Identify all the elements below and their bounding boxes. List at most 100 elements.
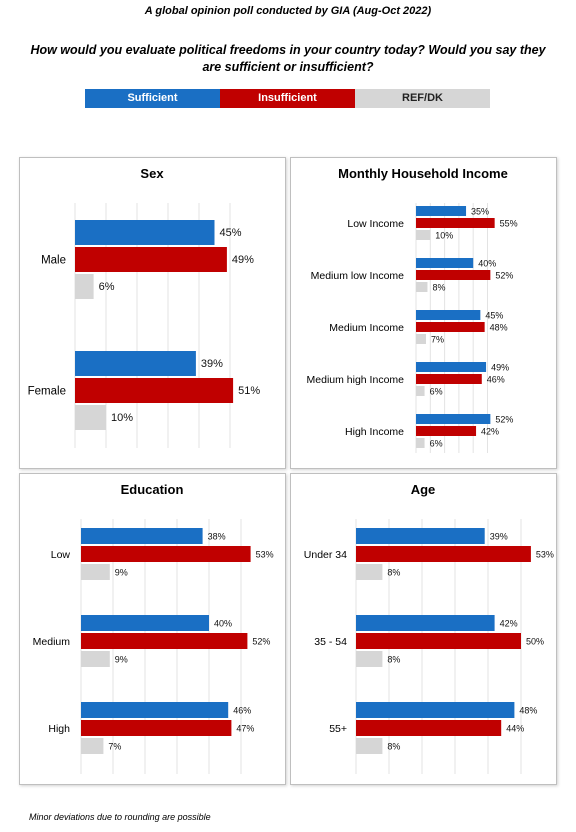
bar-ref-dk-medium bbox=[81, 651, 110, 667]
category-label-female: Female bbox=[28, 386, 66, 398]
bar-ref-dk-35-54 bbox=[356, 651, 383, 667]
chart-panel-education: Education Low 38% 53% 9% Medium 40% 52% 9% High 46… bbox=[19, 473, 286, 785]
bar-sufficient-low bbox=[81, 528, 203, 544]
chart-svg: Education Low 38% 53% 9% Medium 40% 52% 9% High 46… bbox=[33, 482, 274, 774]
bar-ref-dk-low-income bbox=[416, 230, 431, 240]
bar-insufficient-high bbox=[81, 720, 232, 736]
value-label-sufficient-high: 46% bbox=[233, 706, 251, 716]
value-label-sufficient-female: 39% bbox=[201, 358, 223, 370]
bar-sufficient-medium-income bbox=[416, 310, 481, 320]
category-label-medium-low-income: Medium low Income bbox=[311, 270, 405, 282]
chart-panel-household-income: Monthly Household Income Low Income 35% 55%… bbox=[290, 157, 557, 469]
bar-sufficient-under-34 bbox=[356, 528, 485, 544]
value-label-sufficient-55: 48% bbox=[519, 706, 537, 716]
value-label-insufficient-medium: 52% bbox=[252, 637, 270, 647]
bar-ref-dk-under-34 bbox=[356, 564, 383, 580]
value-label-ref-dk-high: 7% bbox=[108, 742, 121, 752]
bar-ref-dk-low bbox=[81, 564, 110, 580]
value-label-insufficient-55: 44% bbox=[506, 724, 524, 734]
chart-title: Age bbox=[411, 482, 436, 497]
chart-title: Sex bbox=[140, 166, 164, 181]
value-label-ref-dk-35-54: 8% bbox=[387, 655, 400, 665]
bar-sufficient-medium bbox=[81, 615, 209, 631]
bar-ref-dk-female bbox=[75, 405, 106, 430]
bar-insufficient-medium-high-income bbox=[416, 374, 482, 384]
bar-ref-dk-medium-income bbox=[416, 334, 427, 344]
bar-sufficient-medium-low-income bbox=[416, 258, 474, 268]
poll-supertitle: A global opinion poll conducted by GIA (… bbox=[144, 5, 432, 17]
bar-sufficient-high-income bbox=[416, 414, 491, 424]
value-label-ref-dk-medium-high-income: 6% bbox=[430, 387, 443, 397]
value-label-sufficient-low: 38% bbox=[208, 532, 226, 542]
bar-sufficient-medium-high-income bbox=[416, 362, 487, 372]
bar-ref-dk-high bbox=[81, 738, 104, 754]
chart-title: Education bbox=[121, 482, 184, 497]
bar-insufficient-under-34 bbox=[356, 546, 531, 562]
value-label-sufficient-medium-high-income: 49% bbox=[491, 363, 509, 373]
value-label-insufficient-under-34: 53% bbox=[536, 550, 554, 560]
category-label-low-income: Low Income bbox=[347, 218, 404, 230]
chart-panel-sex: Sex Male 45% 49% 6% Female 39% 51% 10% bbox=[19, 157, 286, 469]
bar-sufficient-low-income bbox=[416, 206, 467, 216]
value-label-sufficient-medium-income: 45% bbox=[485, 311, 503, 321]
bar-insufficient-high-income bbox=[416, 426, 477, 436]
bar-insufficient-medium-income bbox=[416, 322, 485, 332]
category-label-under-34: Under 34 bbox=[304, 549, 347, 561]
footnote: Minor deviations due to rounding are pos… bbox=[29, 812, 211, 822]
category-label-male: Male bbox=[41, 255, 66, 267]
bar-sufficient-female bbox=[75, 351, 196, 376]
category-label-medium-high-income: Medium high Income bbox=[307, 374, 405, 386]
bar-insufficient-male bbox=[75, 247, 227, 272]
value-label-insufficient-female: 51% bbox=[238, 385, 260, 397]
bar-insufficient-female bbox=[75, 378, 234, 403]
value-label-ref-dk-high-income: 6% bbox=[430, 439, 443, 449]
value-label-ref-dk-55: 8% bbox=[387, 742, 400, 752]
value-label-insufficient-male: 49% bbox=[232, 254, 254, 266]
bar-ref-dk-high-income bbox=[416, 438, 425, 448]
value-label-ref-dk-female: 10% bbox=[111, 412, 133, 424]
value-label-insufficient-high-income: 42% bbox=[481, 427, 499, 437]
bar-insufficient-35-54 bbox=[356, 633, 521, 649]
value-label-insufficient-medium-high-income: 46% bbox=[487, 375, 505, 385]
chart-svg: Age Under 34 39% 53% 8% 35 - 54 42% 50% 8% 55+ 48%… bbox=[304, 482, 554, 774]
value-label-sufficient-medium: 40% bbox=[214, 619, 232, 629]
bar-sufficient-35-54 bbox=[356, 615, 495, 631]
bar-insufficient-55 bbox=[356, 720, 502, 736]
bar-insufficient-medium bbox=[81, 633, 248, 649]
value-label-insufficient-medium-low-income: 52% bbox=[495, 271, 513, 281]
bar-insufficient-low bbox=[81, 546, 251, 562]
category-label-medium-income: Medium Income bbox=[329, 322, 404, 334]
survey-question: How would you evaluate political freedom… bbox=[30, 43, 546, 74]
legend-item-ref-dk: REF/DK bbox=[355, 89, 490, 108]
category-label-high-income: High Income bbox=[345, 426, 404, 438]
legend: Sufficient Insufficient REF/DK bbox=[85, 89, 490, 108]
bar-ref-dk-medium-low-income bbox=[416, 282, 428, 292]
legend-item-insufficient: Insufficient bbox=[220, 89, 355, 108]
value-label-insufficient-low-income: 55% bbox=[500, 219, 518, 229]
chart-title: Monthly Household Income bbox=[338, 166, 508, 181]
bar-sufficient-high bbox=[81, 702, 229, 718]
value-label-insufficient-35-54: 50% bbox=[526, 637, 544, 647]
category-label-35-54: 35 - 54 bbox=[314, 636, 347, 648]
value-label-sufficient-under-34: 39% bbox=[490, 532, 508, 542]
value-label-ref-dk-medium-low-income: 8% bbox=[432, 283, 445, 293]
chart-svg: Monthly Household Income Low Income 35% 55%… bbox=[307, 166, 518, 453]
value-label-ref-dk-male: 6% bbox=[99, 281, 115, 293]
value-label-insufficient-low: 53% bbox=[256, 550, 274, 560]
value-label-insufficient-medium-income: 48% bbox=[490, 323, 508, 333]
bar-insufficient-medium-low-income bbox=[416, 270, 491, 280]
value-label-sufficient-35-54: 42% bbox=[500, 619, 518, 629]
bar-sufficient-55 bbox=[356, 702, 515, 718]
value-label-sufficient-low-income: 35% bbox=[471, 207, 489, 217]
bar-ref-dk-male bbox=[75, 274, 94, 299]
value-label-sufficient-high-income: 52% bbox=[495, 415, 513, 425]
bar-insufficient-low-income bbox=[416, 218, 495, 228]
legend-item-sufficient: Sufficient bbox=[85, 89, 220, 108]
value-label-insufficient-high: 47% bbox=[236, 724, 254, 734]
chart-svg: Sex Male 45% 49% 6% Female 39% 51% 10% bbox=[28, 166, 260, 448]
value-label-sufficient-medium-low-income: 40% bbox=[478, 259, 496, 269]
category-label-high: High bbox=[48, 723, 70, 735]
value-label-ref-dk-medium: 9% bbox=[115, 655, 128, 665]
category-label-55: 55+ bbox=[329, 723, 347, 735]
category-label-low: Low bbox=[51, 549, 71, 561]
